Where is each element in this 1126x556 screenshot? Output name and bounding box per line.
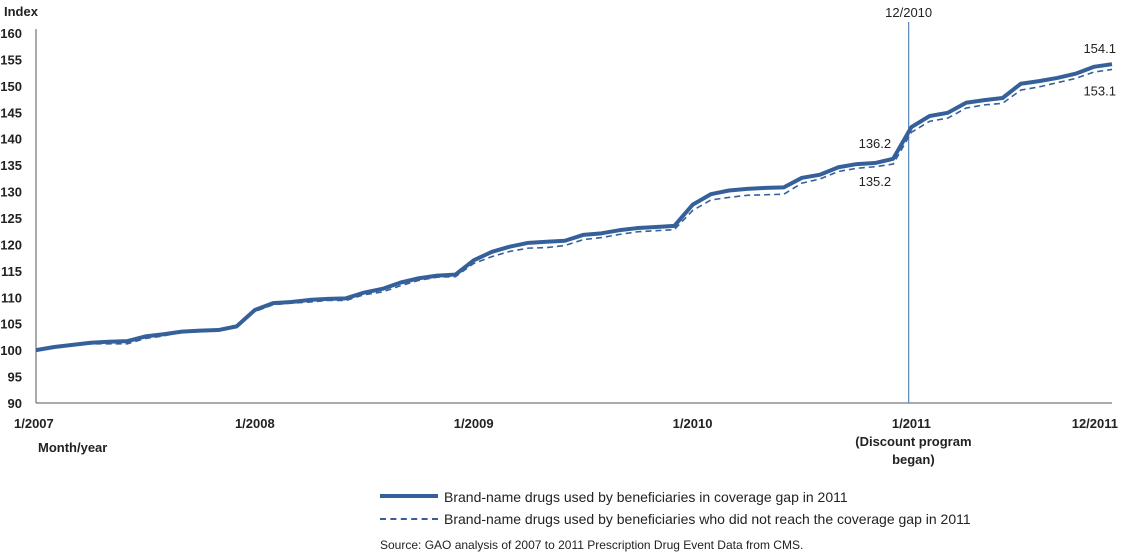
y-tick-label: 140 [0,132,22,147]
y-tick-label: 110 [1,290,22,305]
legend-swatch-solid [380,494,438,498]
x-tick-label: 1/2011 [892,416,931,431]
legend-item-no-coverage-gap: Brand-name drugs used by beneficiaries w… [380,508,1080,530]
x-tick-sublabel-2: began) [892,452,935,467]
y-tick-label: 115 [1,264,22,279]
y-tick-label: 130 [0,185,22,200]
y-tick-label: 125 [0,211,22,226]
y-tick-label: 95 [8,370,22,385]
legend: Brand-name drugs used by beneficiaries i… [380,486,1080,530]
series-line-coverage-gap [35,62,1113,353]
data-label: 135.2 [859,174,892,189]
y-tick-label: 120 [0,237,22,252]
x-tick-label: 1/2008 [235,416,275,431]
y-tick-label: 145 [0,105,22,120]
y-tick-label: 155 [0,52,22,67]
y-tick-label: 135 [0,158,22,173]
x-tick-label: 1/2007 [14,416,54,431]
discount-start-line-label: 12/2010 [885,5,932,20]
y-tick-label: 105 [0,317,22,332]
legend-item-coverage-gap: Brand-name drugs used by beneficiaries i… [380,486,1080,508]
x-tick-label: 1/2009 [454,416,494,431]
legend-label: Brand-name drugs used by beneficiaries i… [444,489,848,505]
series-line-no-coverage-gap [35,68,1113,351]
y-axis-label: Index [4,4,39,19]
y-tick-label: 100 [0,343,22,358]
y-ticks: 90 95 100 105 110 115 120 125 130 135 140 145 150 155… [0,26,22,411]
y-tick-label: 160 [0,26,22,41]
legend-swatch-dashed [380,518,438,520]
x-axis-label: Month/year [38,440,107,455]
x-ticks: 1/2007 1/2008 1/2009 1/2010 1/2011 12/2011 [14,416,1118,431]
x-tick-label: 12/2011 [1072,416,1118,431]
data-label: 153.1 [1083,83,1116,98]
y-tick-label: 90 [8,396,22,411]
data-label: 136.2 [859,136,892,151]
data-labels: 136.2 135.2 154.1 153.1 [859,41,1116,189]
line-chart: Index Month/year 12/2010 90 95 100 105 110 11… [0,4,1118,467]
x-tick-label: 1/2010 [673,416,713,431]
legend-label: Brand-name drugs used by beneficiaries w… [444,511,971,527]
data-label: 154.1 [1083,41,1116,56]
source-note: Source: GAO analysis of 2007 to 2011 Pre… [380,538,804,552]
y-tick-label: 150 [0,79,22,94]
x-tick-sublabel-1: (Discount program [855,434,971,449]
